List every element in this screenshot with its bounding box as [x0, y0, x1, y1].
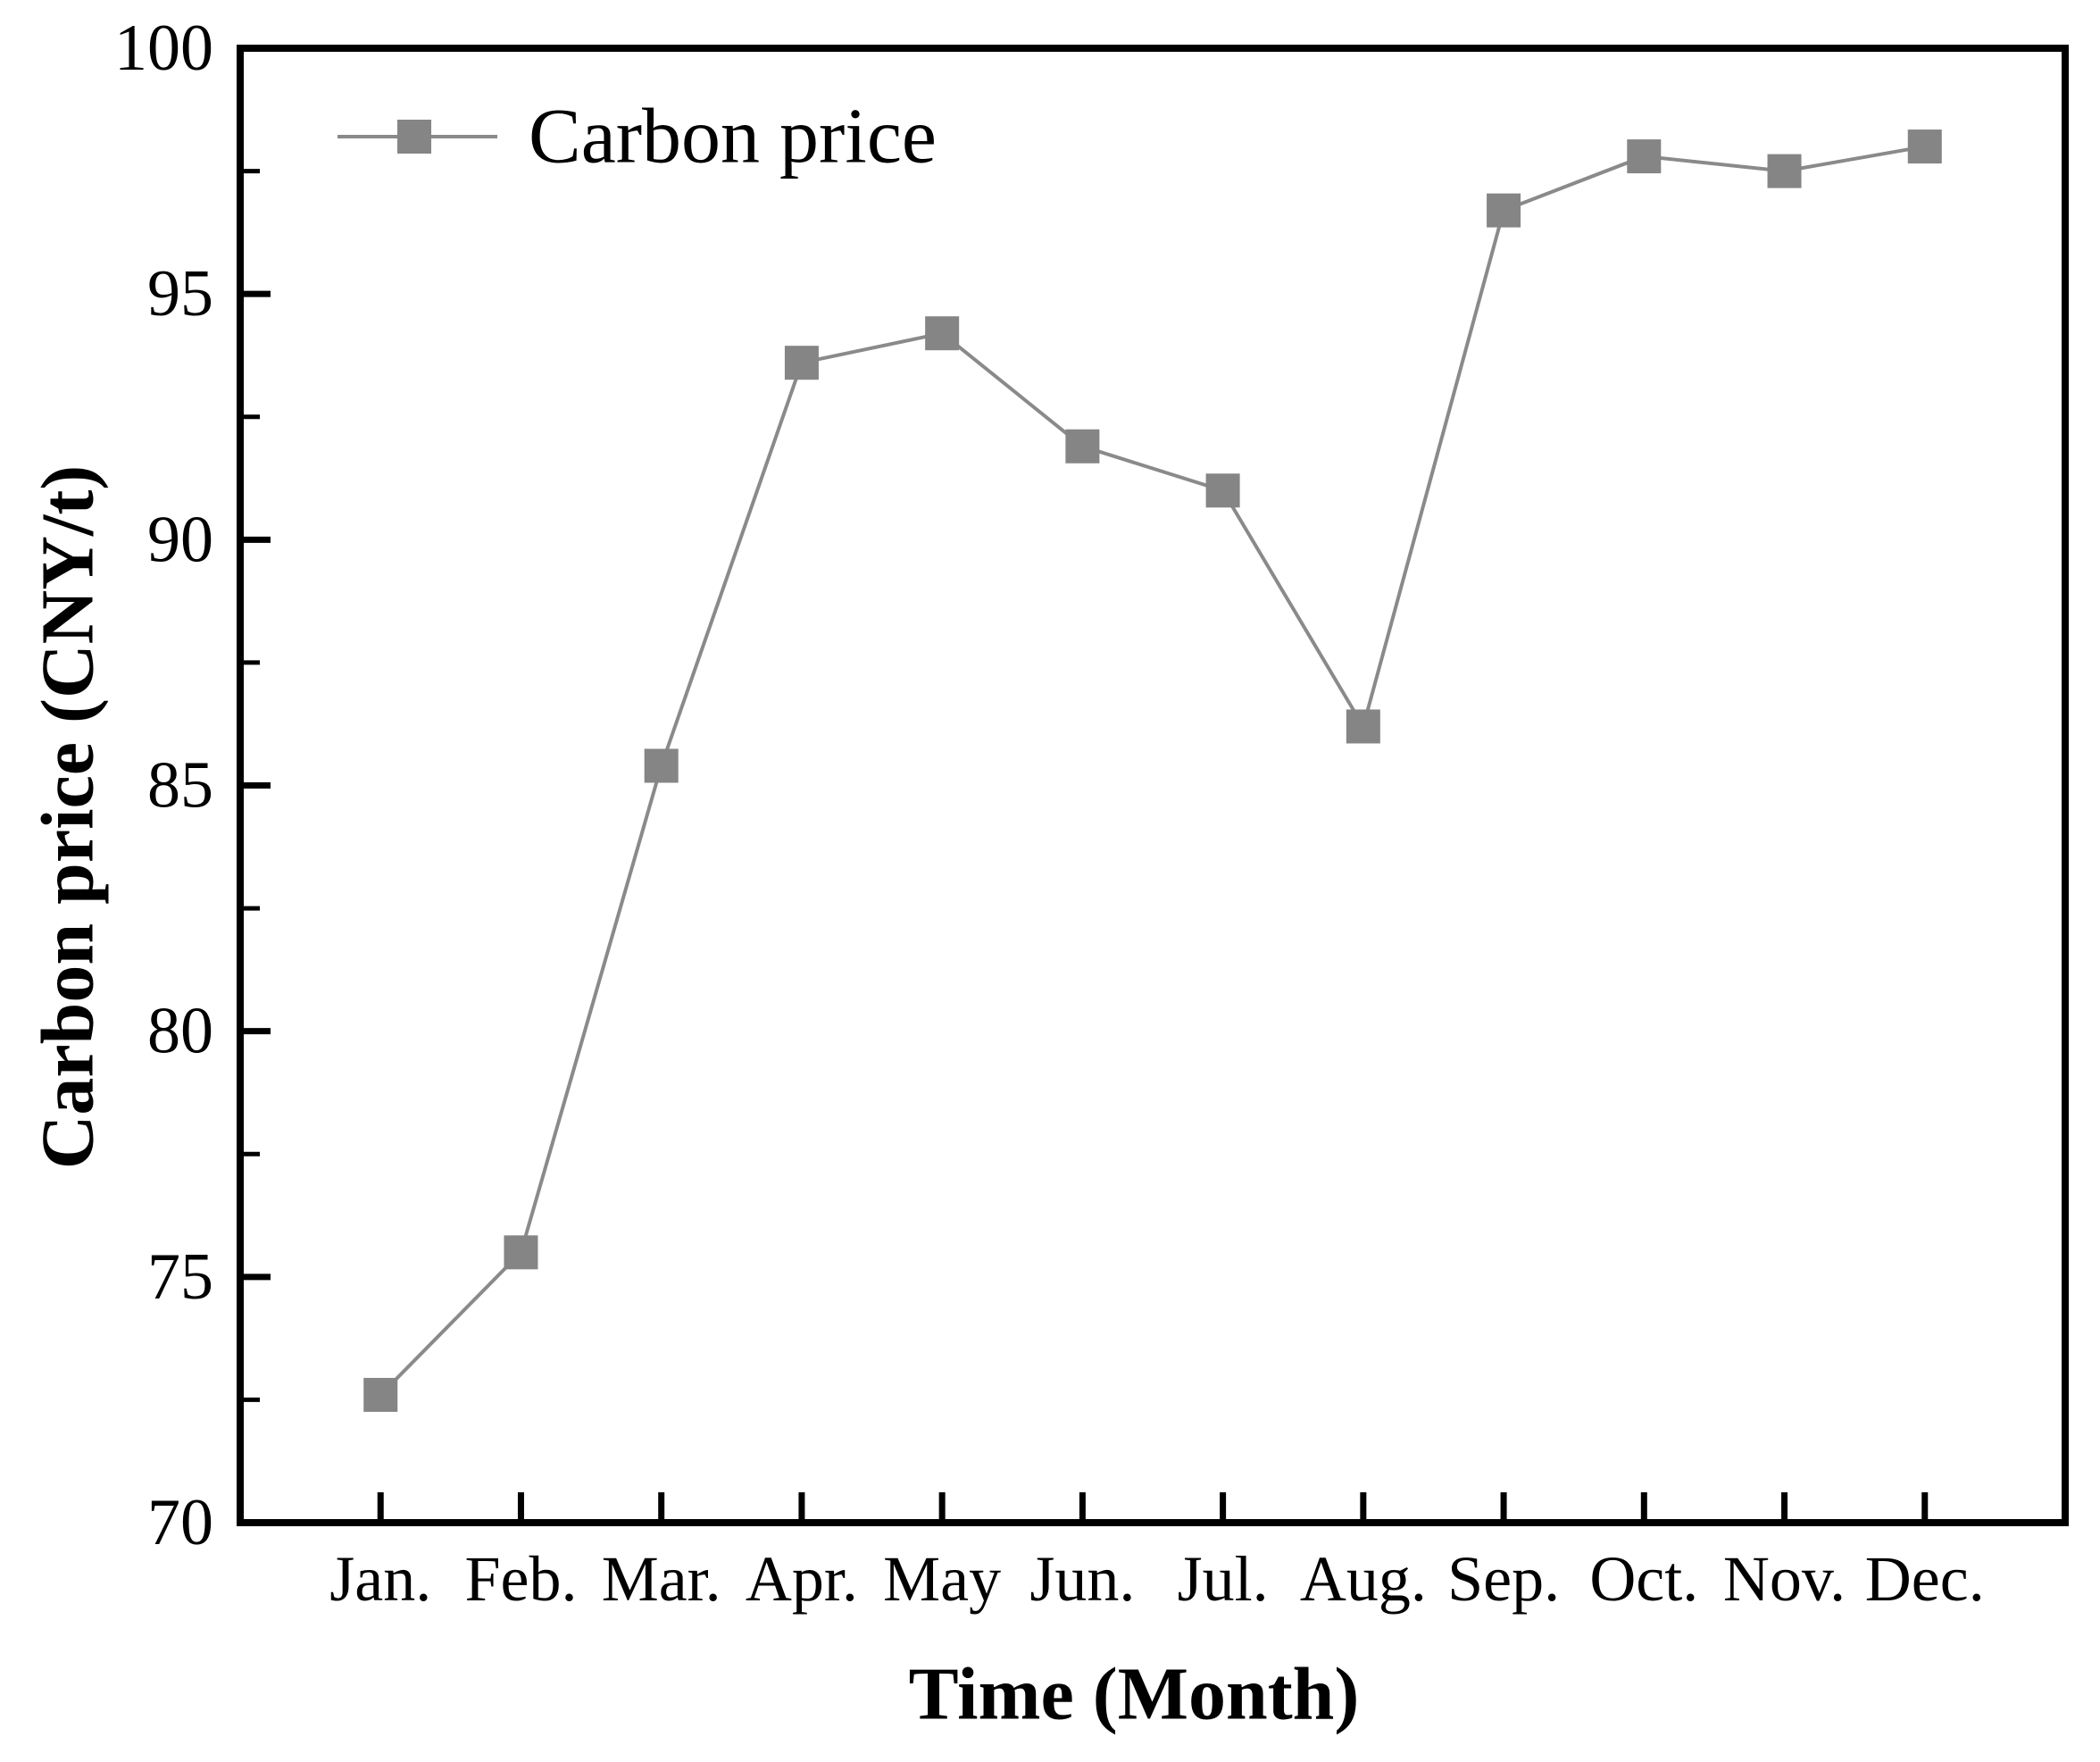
x-tick-label: Jul. [1178, 1543, 1269, 1615]
x-tick-label: Nov. [1723, 1543, 1846, 1615]
data-point-jan [363, 1377, 398, 1412]
x-tick-label: Sep. [1447, 1543, 1560, 1615]
data-point-oct [1627, 139, 1662, 174]
y-tick-label: 75 [147, 1240, 213, 1314]
data-point-aug [1346, 709, 1380, 744]
series-line [379, 145, 1926, 1397]
data-point-mar [644, 748, 679, 783]
x-tick-label: Oct. [1589, 1543, 1698, 1615]
data-point-jun [1065, 429, 1100, 463]
data-point-dec [1907, 129, 1942, 164]
data-point-nov [1767, 154, 1802, 188]
y-axis-minor-ticks [244, 169, 260, 1402]
data-point-may [925, 316, 960, 351]
x-axis-title: Time (Month) [909, 1653, 1360, 1736]
y-axis-title: Carbon price (CNY/t) [27, 465, 110, 1170]
data-point-sep [1487, 193, 1521, 228]
y-tick-label: 85 [147, 749, 213, 823]
x-tick-label: Dec. [1865, 1543, 1985, 1615]
x-tick-label: Jun. [1029, 1543, 1135, 1615]
legend: Carbon price [338, 94, 937, 180]
y-axis-tick-labels: 70 75 80 85 90 95 100 [114, 12, 213, 1559]
y-tick-label: 80 [147, 995, 213, 1068]
y-tick-label: 95 [147, 257, 213, 330]
plot-frame [237, 45, 2069, 1526]
x-axis-tick-labels: Jan. Feb. Mar. Apr. May Jun. Jul. Aug. Sep. Oct. N… [329, 1543, 1984, 1615]
x-tick-label: May [883, 1543, 1001, 1615]
x-tick-label: Aug. [1300, 1543, 1427, 1615]
data-point-apr [784, 346, 819, 380]
x-axis-ticks [377, 1492, 1929, 1519]
x-tick-label: Feb. [464, 1543, 577, 1615]
data-point-feb [504, 1235, 538, 1270]
legend-marker-icon [397, 120, 431, 154]
legend-label: Carbon price [529, 94, 937, 180]
y-tick-label: 100 [114, 12, 213, 85]
x-tick-label: Mar. [602, 1543, 721, 1615]
x-tick-label: Apr. [746, 1543, 858, 1615]
x-tick-label: Jan. [329, 1543, 431, 1615]
data-point-jul [1205, 473, 1240, 508]
y-tick-label: 70 [147, 1486, 213, 1559]
y-tick-label: 90 [147, 503, 213, 576]
y-axis-major-ticks [244, 45, 271, 1526]
carbon-price-series [363, 129, 1942, 1412]
